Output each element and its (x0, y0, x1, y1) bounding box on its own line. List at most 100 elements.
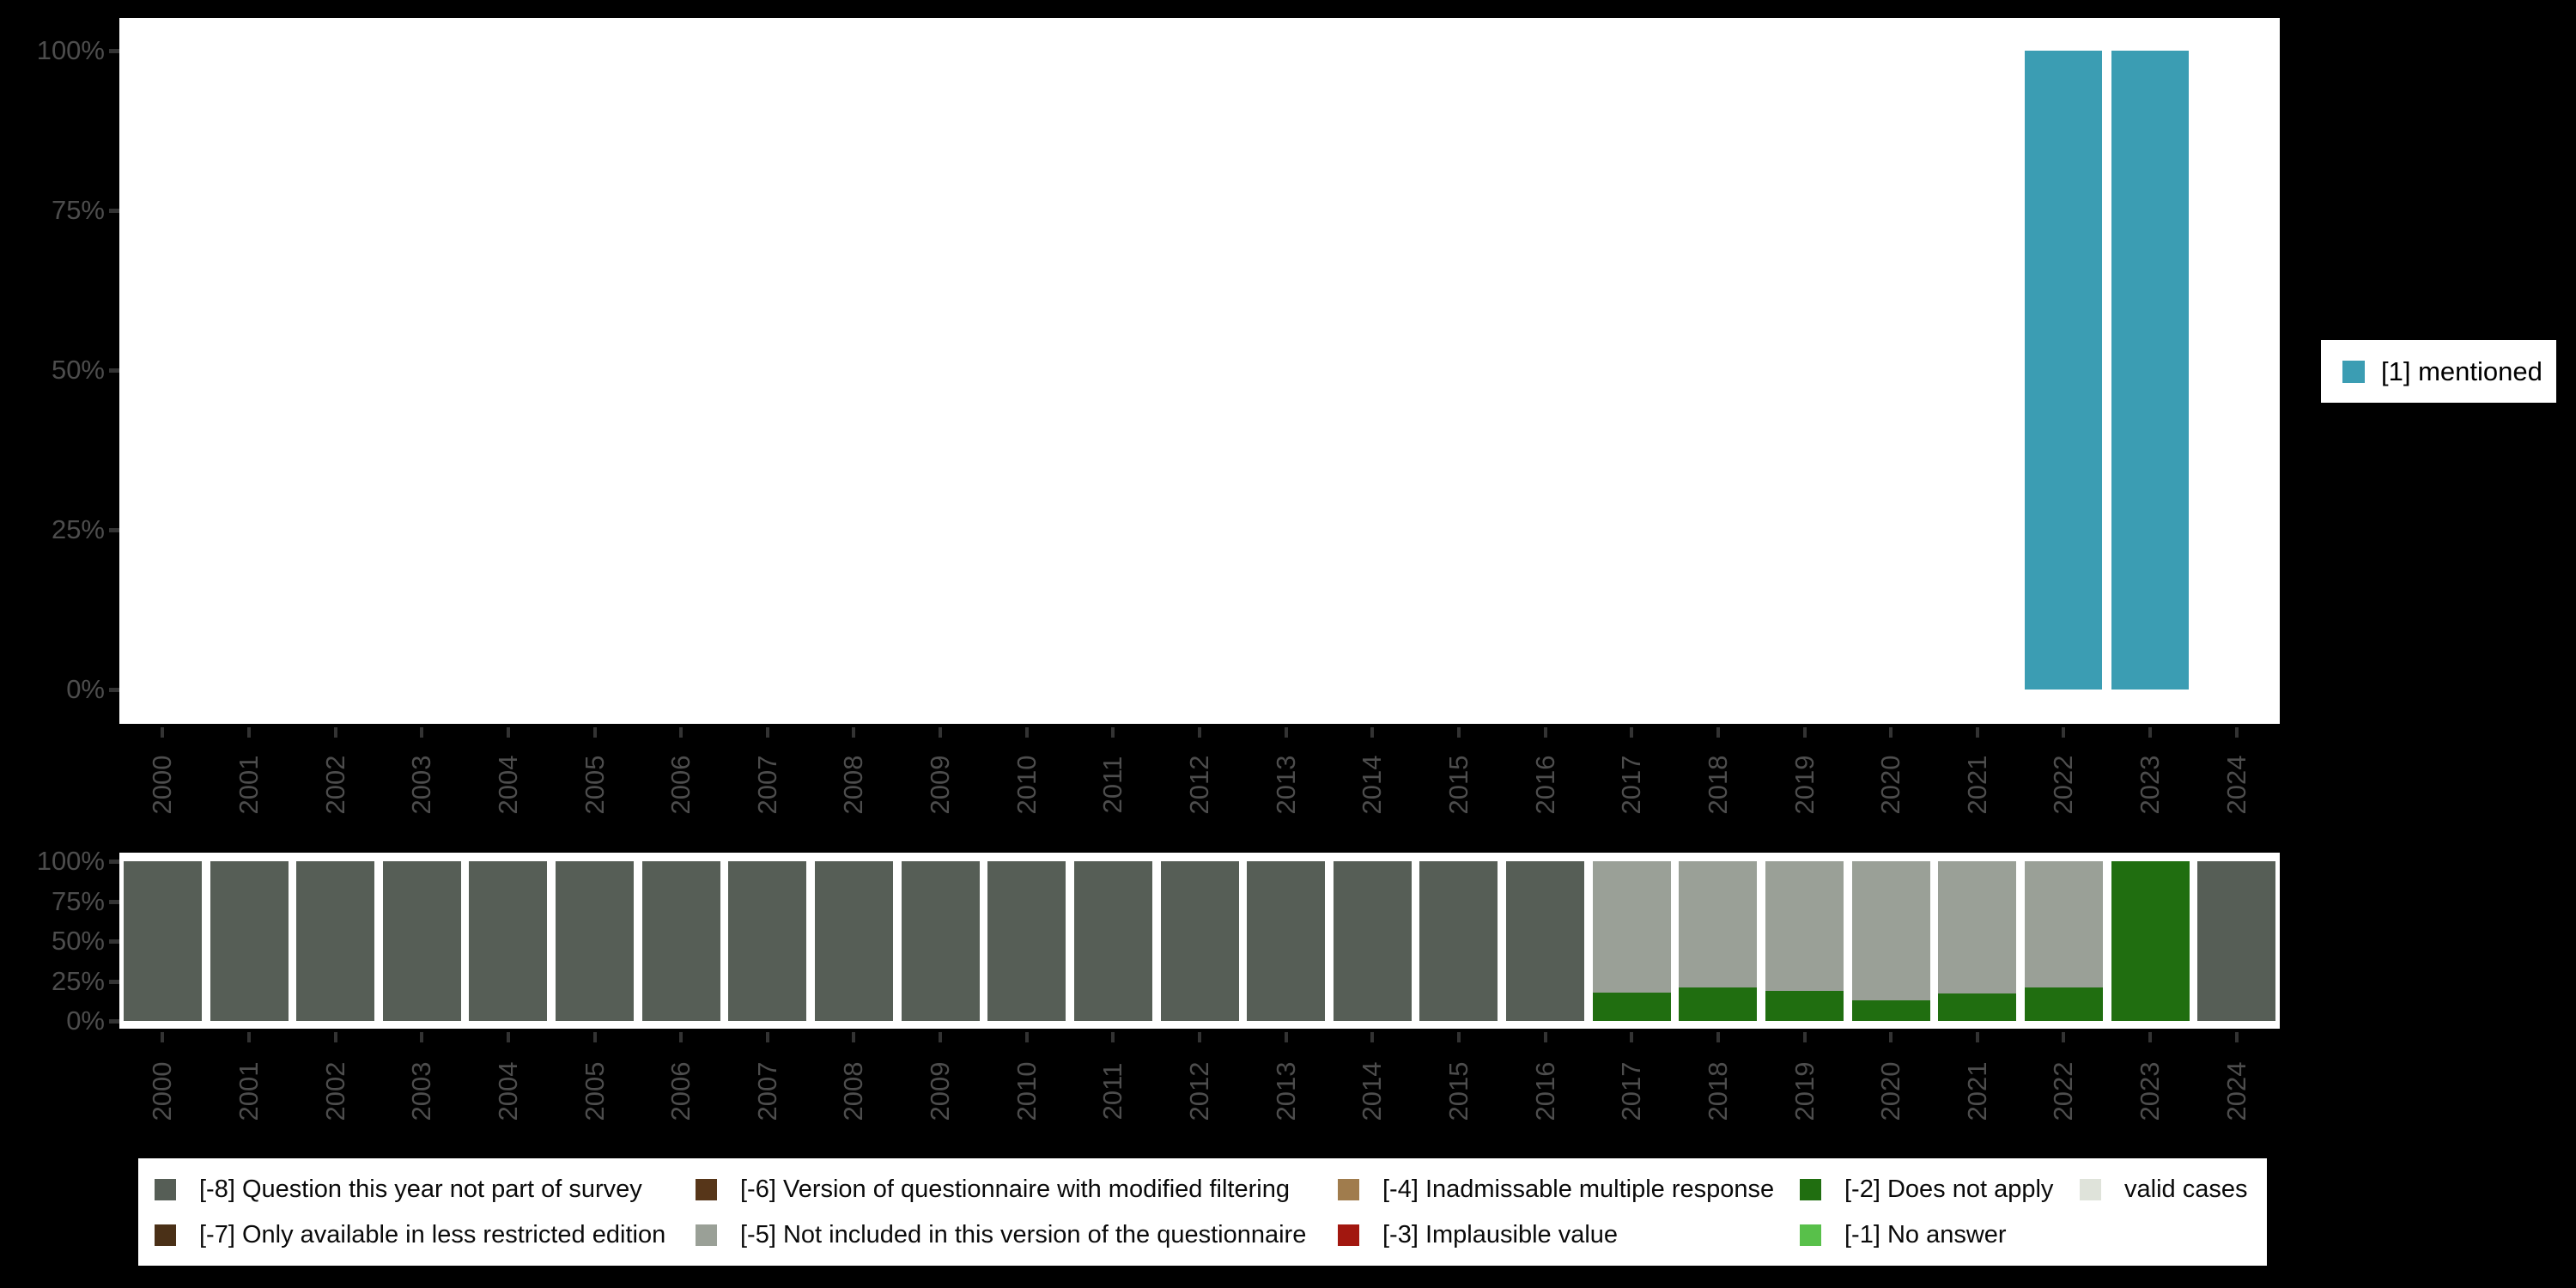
legend-label: [-2] Does not apply (1844, 1175, 2054, 1203)
bar-segment-missing-2003 (382, 861, 461, 1021)
x-axis-label-missing-2006: 2006 (665, 1061, 696, 1121)
legend-label: [-6] Version of questionnaire with modif… (740, 1175, 1290, 1203)
y-axis-tick (109, 860, 119, 864)
x-axis-tick (1543, 1032, 1547, 1042)
bar-segment-missing-2020 (1851, 861, 1930, 1000)
x-axis-label-mentioned-2000: 2000 (147, 755, 178, 815)
bar-segment-missing-2012 (1160, 861, 1239, 1021)
x-axis-tick (1024, 1032, 1029, 1042)
bar-segment-mentioned-2022 (2025, 51, 2103, 690)
legend-swatch (155, 1224, 176, 1246)
x-axis-label-missing-2010: 2010 (1011, 1061, 1042, 1121)
legend-item: [-5] Not included in this version of the… (696, 1212, 1338, 1258)
y-axis-tick (109, 528, 119, 532)
legend-swatch (2080, 1178, 2101, 1200)
bar-segment-missing-2001 (210, 861, 289, 1021)
x-axis-tick (852, 727, 856, 738)
x-axis-label-mentioned-2015: 2015 (1443, 755, 1473, 815)
y-axis-tick (109, 49, 119, 53)
x-axis-label-missing-2021: 2021 (1961, 1061, 1992, 1121)
y-axis-label-missing: 100% (36, 846, 105, 876)
x-axis-tick (1370, 1032, 1375, 1042)
x-axis-tick (1198, 1032, 1201, 1042)
x-axis-label-missing-2009: 2009 (925, 1061, 956, 1121)
x-axis-label-mentioned-2017: 2017 (1616, 755, 1647, 815)
x-axis-label-missing-2011: 2011 (1097, 1062, 1128, 1121)
x-axis-tick (1284, 727, 1288, 738)
x-axis-label-missing-2019: 2019 (1789, 1061, 1820, 1121)
x-axis-tick (247, 1032, 251, 1042)
x-axis-tick (1456, 727, 1461, 738)
x-axis-label-mentioned-2001: 2001 (234, 755, 264, 815)
x-axis-label-missing-2007: 2007 (751, 1061, 782, 1121)
mentioned-legend: [1] mentioned (2321, 340, 2556, 403)
legend-label: [-1] No answer (1844, 1220, 2007, 1249)
x-axis-tick (2148, 1032, 2152, 1042)
x-axis-label-mentioned-2004: 2004 (492, 755, 523, 815)
y-axis-label-missing: 75% (51, 885, 105, 916)
mentioned-legend-label: [1] mentioned (2381, 355, 2543, 386)
bar-segment-missing-2022 (2024, 861, 2103, 987)
bar-segment-missing-2024 (2197, 861, 2276, 1021)
bar-segment-missing-2011 (1073, 861, 1152, 1021)
mentioned-chart-panel (119, 18, 2280, 724)
y-axis-tick (109, 688, 119, 692)
x-axis-label-mentioned-2021: 2021 (1961, 755, 1992, 815)
x-axis-tick (852, 1032, 856, 1042)
x-axis-label-mentioned-2018: 2018 (1702, 755, 1733, 815)
x-axis-tick (333, 1032, 337, 1042)
x-axis-tick (765, 1032, 769, 1042)
x-axis-label-mentioned-2002: 2002 (319, 755, 350, 815)
y-axis-tick (109, 979, 119, 984)
x-axis-tick (939, 1032, 943, 1042)
x-axis-label-mentioned-2012: 2012 (1184, 755, 1214, 815)
x-axis-label-mentioned-2009: 2009 (925, 755, 956, 815)
legend-swatch (1800, 1178, 1821, 1200)
x-axis-label-mentioned-2006: 2006 (665, 755, 696, 815)
x-axis-tick (333, 727, 337, 738)
legend-label: [-5] Not included in this version of the… (740, 1220, 1307, 1249)
bar-segment-missing-2006 (641, 861, 720, 1021)
bar-segment-missing-2017 (1592, 992, 1671, 1021)
bar-segment-missing-2023 (2111, 861, 2190, 1021)
legend-item: [-3] Implausible value (1338, 1212, 1800, 1258)
x-axis-tick (679, 1032, 683, 1042)
bar-segment-missing-2004 (469, 861, 548, 1021)
x-axis-label-mentioned-2019: 2019 (1789, 755, 1820, 815)
x-axis-tick (1975, 727, 1979, 738)
x-axis-label-missing-2015: 2015 (1443, 1061, 1473, 1121)
y-axis-label-mentioned: 50% (51, 355, 105, 385)
missing-chart-panel (119, 853, 2280, 1029)
missing-plot-area (119, 861, 2280, 1021)
y-axis-label-missing: 0% (66, 1005, 105, 1036)
x-axis-label-mentioned-2022: 2022 (2048, 755, 2079, 815)
legend-label: [-8] Question this year not part of surv… (199, 1175, 642, 1203)
legend-label: [-7] Only available in less restricted e… (199, 1220, 666, 1249)
x-axis-tick (1543, 727, 1547, 738)
legend-label: [-4] Inadmissable multiple response (1382, 1175, 1775, 1203)
bar-segment-missing-2019 (1765, 861, 1844, 991)
mentioned-legend-swatch (2342, 360, 2365, 383)
x-axis-tick (247, 727, 251, 738)
x-axis-label-mentioned-2020: 2020 (1875, 755, 1906, 815)
x-axis-label-missing-2003: 2003 (406, 1061, 437, 1121)
x-axis-tick (1802, 1032, 1807, 1042)
x-axis-tick (1716, 1032, 1720, 1042)
bar-segment-missing-2013 (1247, 861, 1326, 1021)
x-axis-label-missing-2024: 2024 (2221, 1061, 2251, 1121)
y-axis-tick (109, 209, 119, 213)
x-axis-label-mentioned-2023: 2023 (2135, 755, 2165, 815)
x-axis-label-missing-2005: 2005 (579, 1061, 610, 1121)
y-axis-label-mentioned: 0% (66, 674, 105, 704)
x-axis-tick (939, 727, 943, 738)
legend-item: valid cases (2080, 1167, 2267, 1212)
x-axis-tick (1630, 1032, 1634, 1042)
bar-segment-missing-2019 (1765, 990, 1844, 1021)
x-axis-tick (1024, 727, 1029, 738)
x-axis-tick (2234, 727, 2239, 738)
x-axis-tick (592, 727, 597, 738)
legend-swatch (1338, 1178, 1359, 1200)
bar-segment-missing-2005 (556, 861, 634, 1021)
x-axis-label-mentioned-2005: 2005 (579, 755, 610, 815)
